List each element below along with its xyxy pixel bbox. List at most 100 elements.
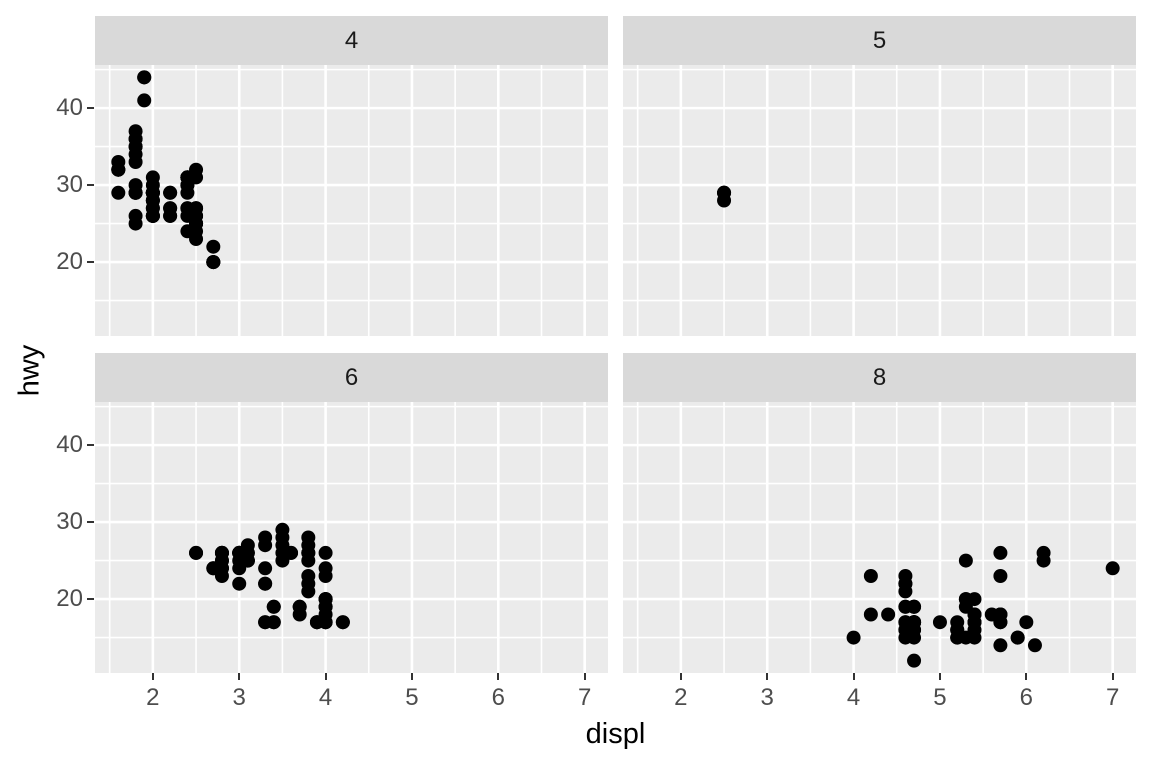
x-axis-tick-label: 3 <box>760 684 774 711</box>
data-point <box>898 576 913 591</box>
x-axis-tick <box>410 673 413 680</box>
data-point <box>189 231 204 246</box>
data-point <box>301 584 316 599</box>
y-axis-tick <box>87 261 94 264</box>
x-axis-tick <box>583 673 586 680</box>
facet-panel <box>623 402 1136 673</box>
data-point <box>335 615 350 630</box>
facet-panel <box>95 402 608 673</box>
y-axis-tick-label: 30 <box>56 171 83 199</box>
data-point <box>128 139 143 154</box>
x-axis-tick-label: 4 <box>846 684 861 711</box>
facet-strip: 4 <box>95 16 608 65</box>
y-axis-tick-label: 40 <box>56 431 83 459</box>
scatter-points <box>189 522 350 630</box>
x-axis-tick-label: 2 <box>146 684 160 711</box>
y-axis-tick-label: 20 <box>56 248 83 276</box>
data-point <box>993 568 1008 583</box>
data-point <box>284 545 299 560</box>
x-axis-tick <box>1111 673 1114 680</box>
data-point <box>318 545 333 560</box>
data-point <box>1036 553 1051 568</box>
facet-strip-label: 8 <box>872 363 887 391</box>
x-axis-tick <box>1025 673 1028 680</box>
x-axis-tick-label: 4 <box>318 684 333 711</box>
y-axis-tick <box>87 598 94 601</box>
data-point <box>111 185 126 200</box>
data-point <box>206 239 221 254</box>
data-point <box>292 599 307 614</box>
data-point <box>958 553 973 568</box>
data-point <box>863 568 878 583</box>
data-point <box>1027 638 1042 653</box>
data-point <box>301 568 316 583</box>
data-point <box>180 185 195 200</box>
data-point <box>266 615 281 630</box>
data-point <box>232 576 247 591</box>
y-axis-title: hwy <box>13 344 46 397</box>
x-axis-tick-label: 2 <box>674 684 688 711</box>
x-axis-tick-label: 7 <box>1105 684 1120 711</box>
data-point <box>163 185 178 200</box>
data-point <box>881 607 896 622</box>
data-point <box>111 162 126 177</box>
data-point <box>206 255 221 270</box>
data-point <box>993 545 1008 560</box>
x-axis-tick-label: 3 <box>232 684 246 711</box>
x-axis-tick <box>938 673 941 680</box>
data-point <box>232 545 247 560</box>
y-axis-tick-label: 40 <box>56 94 83 122</box>
data-point <box>318 561 333 576</box>
facet-strip: 5 <box>623 16 1136 65</box>
facet-strip-label: 6 <box>344 363 359 391</box>
x-axis-tick <box>852 673 855 680</box>
facet-strip: 8 <box>623 353 1136 402</box>
data-point <box>258 538 273 553</box>
y-axis-tick <box>87 521 94 524</box>
y-axis-tick-label: 20 <box>56 585 83 613</box>
data-point <box>180 170 195 185</box>
data-point <box>907 615 922 630</box>
facet-strip-label: 5 <box>872 26 887 54</box>
data-point <box>128 124 143 139</box>
data-point <box>275 530 290 545</box>
x-axis-tick-label: 7 <box>577 684 592 711</box>
x-axis-tick <box>497 673 500 680</box>
data-point <box>137 93 152 108</box>
data-point <box>907 630 922 645</box>
data-point <box>128 216 143 231</box>
y-axis-tick-label: 30 <box>56 508 83 536</box>
x-axis-tick <box>766 673 769 680</box>
data-point <box>932 615 947 630</box>
data-point <box>128 155 143 170</box>
scatter-points <box>111 70 221 270</box>
data-point <box>266 599 281 614</box>
data-point <box>1010 630 1025 645</box>
x-axis-tick-label: 5 <box>933 684 947 711</box>
data-point <box>863 607 878 622</box>
facet-panel <box>623 65 1136 336</box>
data-point <box>189 216 204 231</box>
facet-strip: 6 <box>95 353 608 402</box>
data-point <box>145 208 160 223</box>
x-axis-tick-label: 6 <box>491 684 505 711</box>
x-axis-tick <box>238 673 241 680</box>
data-point <box>214 545 229 560</box>
data-point <box>214 561 229 576</box>
data-point <box>967 607 982 622</box>
facet-panel <box>95 65 608 336</box>
x-axis-tick-label: 5 <box>405 684 419 711</box>
data-point <box>258 576 273 591</box>
scatter-points <box>846 545 1120 668</box>
data-point <box>137 70 152 85</box>
facet-strip-label: 4 <box>344 26 359 54</box>
data-point <box>189 545 204 560</box>
data-point <box>318 592 333 607</box>
data-point <box>717 185 732 200</box>
data-point <box>318 607 333 622</box>
data-point <box>846 630 861 645</box>
x-axis-tick <box>151 673 154 680</box>
data-point <box>258 561 273 576</box>
data-point <box>967 622 982 637</box>
